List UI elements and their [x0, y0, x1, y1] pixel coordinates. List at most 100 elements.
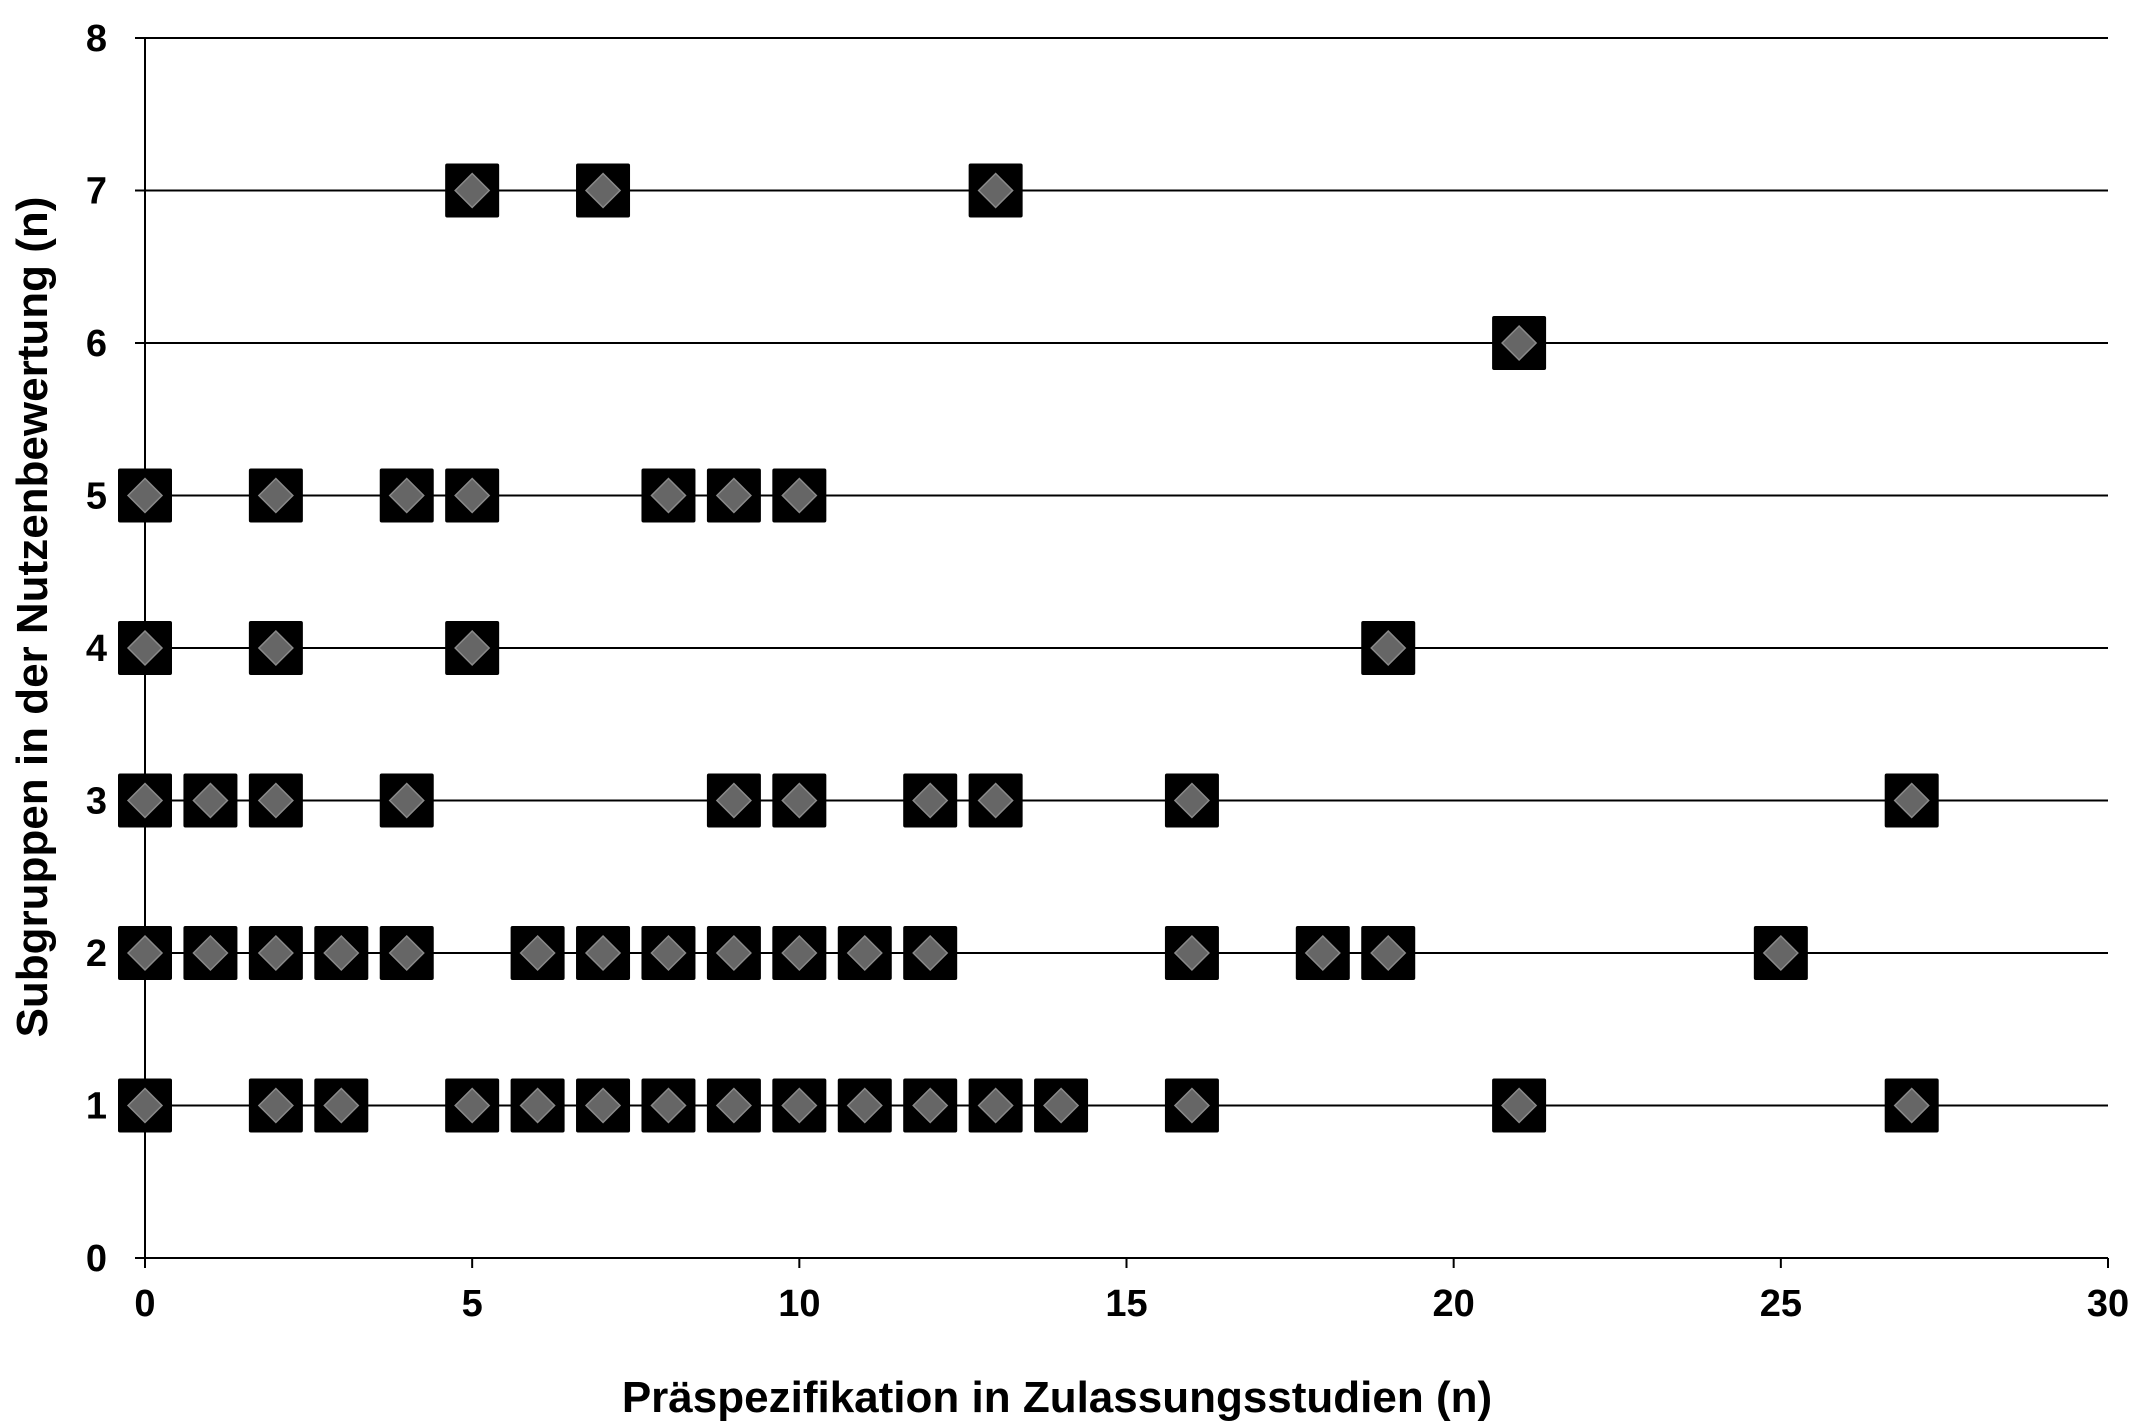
- data-point-diamond: [715, 934, 752, 972]
- data-point: [903, 926, 958, 980]
- x-tick-label-25: 25: [1760, 1283, 1802, 1325]
- data-point-diamond: [650, 934, 687, 972]
- data-point: [772, 468, 827, 523]
- data-point-diamond: [1370, 934, 1407, 972]
- data-point: [706, 1078, 761, 1133]
- data-point-diamond: [715, 477, 752, 514]
- data-point-diamond: [781, 477, 818, 514]
- data-point: [1753, 926, 1808, 980]
- data-point: [837, 926, 892, 980]
- data-point-diamond: [519, 934, 556, 972]
- data-point-diamond: [454, 477, 491, 514]
- data-point: [118, 468, 172, 523]
- data-point-diamond: [846, 1087, 883, 1124]
- data-point-diamond: [1043, 1087, 1080, 1124]
- data-point-diamond: [846, 934, 883, 972]
- y-tick-label-2: 2: [86, 933, 107, 975]
- data-point-diamond: [126, 782, 164, 819]
- x-tick-label-15: 15: [1105, 1283, 1147, 1325]
- data-point-diamond: [781, 1087, 818, 1124]
- data-point-diamond: [126, 477, 164, 514]
- data-point: [510, 1078, 565, 1133]
- data-point: [445, 163, 500, 218]
- data-point-diamond: [126, 629, 164, 667]
- data-point: [379, 773, 434, 828]
- data-point: [706, 926, 761, 980]
- data-point: [445, 1078, 500, 1133]
- data-point-diamond: [977, 782, 1014, 819]
- data-point: [314, 1078, 369, 1133]
- data-point-diamond: [1762, 934, 1799, 972]
- data-point-diamond: [1370, 629, 1407, 667]
- data-point-diamond: [1304, 934, 1341, 972]
- data-point-diamond: [1173, 934, 1210, 972]
- data-point: [641, 926, 696, 980]
- data-point-diamond: [584, 934, 622, 972]
- data-point-diamond: [584, 1087, 622, 1124]
- data-point-diamond: [454, 629, 491, 667]
- data-point: [248, 773, 303, 828]
- data-point-diamond: [1893, 1087, 1930, 1124]
- data-point: [248, 621, 303, 675]
- data-point-diamond: [388, 934, 425, 972]
- data-point: [118, 926, 172, 980]
- data-point: [118, 621, 172, 675]
- data-point: [1164, 926, 1219, 980]
- data-point-diamond: [781, 782, 818, 819]
- tick-labels: 0 1 2 3 4 5 6 7 8 0 5 10 15 20 25 30: [86, 18, 2129, 1325]
- data-point-diamond: [912, 934, 949, 972]
- data-point: [379, 468, 434, 523]
- data-point-diamond: [1501, 1087, 1538, 1124]
- data-point-diamond: [1173, 1087, 1210, 1124]
- data-point-diamond: [650, 477, 687, 514]
- data-point: [968, 1078, 1023, 1133]
- y-tick-label-6: 6: [86, 323, 107, 365]
- y-tick-label-4: 4: [86, 628, 107, 670]
- data-point: [1884, 1078, 1939, 1133]
- data-point: [118, 773, 172, 828]
- x-tick-label-10: 10: [778, 1283, 820, 1325]
- data-point-diamond: [781, 934, 818, 972]
- data-point-diamond: [192, 782, 229, 819]
- data-point-diamond: [912, 782, 949, 819]
- data-point: [510, 926, 565, 980]
- y-tick-label-0: 0: [86, 1238, 107, 1280]
- data-point: [118, 1078, 172, 1133]
- data-point: [903, 1078, 958, 1133]
- data-point: [1295, 926, 1350, 980]
- data-point-diamond: [257, 629, 294, 667]
- x-tick-label-5: 5: [462, 1283, 483, 1325]
- data-point: [903, 773, 958, 828]
- data-point-diamond: [257, 1087, 294, 1124]
- y-tick-label-5: 5: [86, 476, 107, 518]
- data-point: [706, 773, 761, 828]
- y-tick-label-8: 8: [86, 18, 107, 60]
- data-point-diamond: [257, 477, 294, 514]
- data-point-diamond: [257, 782, 294, 819]
- data-point: [576, 1078, 631, 1133]
- x-tick-label-0: 0: [134, 1283, 155, 1325]
- data-point-diamond: [1501, 324, 1538, 362]
- data-point-diamond: [912, 1087, 949, 1124]
- data-points: [118, 163, 1939, 1133]
- data-point: [576, 163, 631, 218]
- data-point-diamond: [1173, 782, 1210, 819]
- data-point-diamond: [977, 172, 1014, 209]
- y-tick-label-3: 3: [86, 781, 107, 823]
- data-point-diamond: [715, 782, 752, 819]
- x-tick-label-30: 30: [2087, 1283, 2129, 1325]
- data-point: [968, 773, 1023, 828]
- data-point: [445, 468, 500, 523]
- data-point-diamond: [650, 1087, 687, 1124]
- data-point: [1492, 1078, 1547, 1133]
- data-point-diamond: [323, 934, 360, 972]
- y-tick-label-7: 7: [86, 171, 107, 213]
- data-point-diamond: [1893, 782, 1930, 819]
- axes: [135, 37, 2109, 1268]
- data-point: [837, 1078, 892, 1133]
- data-point: [248, 926, 303, 980]
- data-point-diamond: [519, 1087, 556, 1124]
- data-point: [183, 773, 238, 828]
- data-point: [183, 926, 238, 980]
- data-point-diamond: [388, 477, 425, 514]
